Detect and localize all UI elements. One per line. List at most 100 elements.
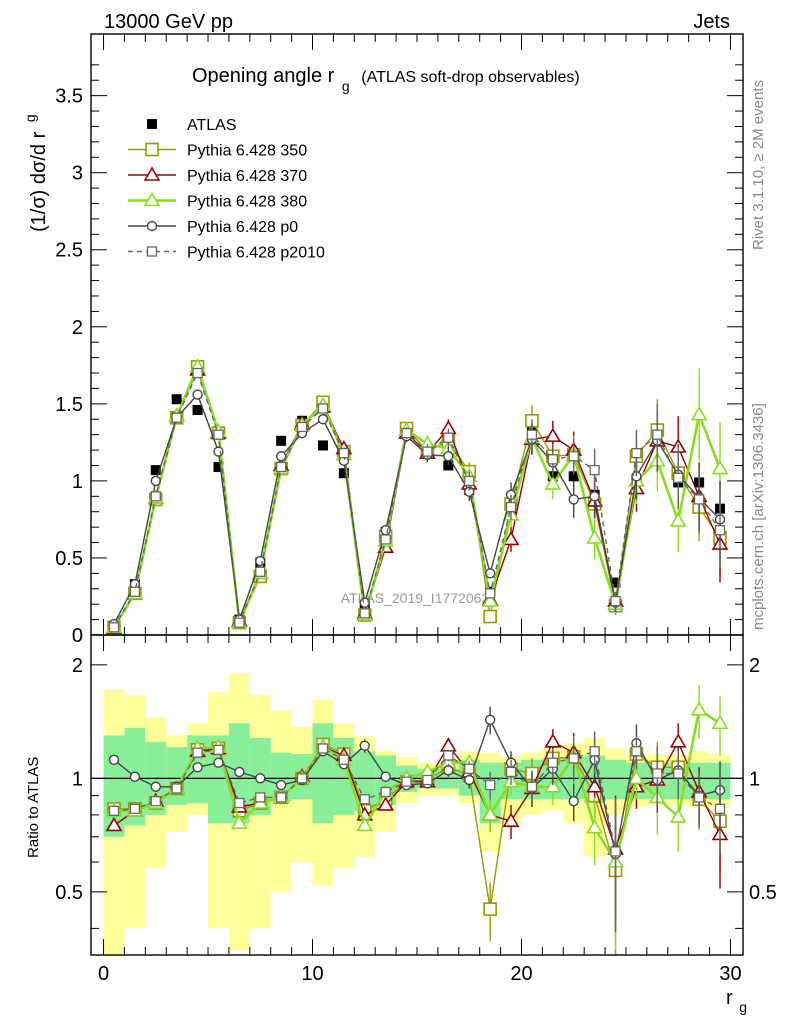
ratio-panel: 0.5 0.51 12 20 10 20 30 Ratio to ATLAS r g [25, 634, 777, 1015]
data-point [443, 432, 454, 443]
data-point [234, 617, 245, 628]
ratio-ylabel: Ratio to ATLAS [25, 757, 42, 858]
chart-title-suffix: (ATLAS soft-drop observables) [361, 69, 579, 86]
legend-label: Pythia 6.428 370 [187, 168, 307, 185]
ratio-axes: 0.5 0.51 12 20 10 20 30 [55, 634, 777, 985]
y-tick-label: 1.5 [55, 394, 83, 416]
data-point [150, 491, 161, 502]
legend-marker [143, 166, 161, 181]
data-point [484, 779, 496, 791]
data-point [150, 796, 161, 807]
data-point [359, 740, 370, 751]
data-point [481, 592, 499, 607]
legend-entry-p370: Pythia 6.428 370 [128, 166, 307, 185]
x-axis-label: r g [726, 987, 747, 1015]
watermark-label: ATLAS_2019_I1772062 [341, 590, 490, 606]
data-point [610, 595, 621, 607]
chart-title: Opening angle r g (ATLAS soft-drop obser… [192, 65, 580, 96]
data-point [213, 429, 224, 440]
data-point [422, 774, 433, 786]
data-point [443, 765, 454, 776]
ratio-y-tick-label-right: 1 [749, 768, 760, 790]
data-point [502, 530, 520, 546]
legend-marker [146, 220, 158, 232]
main-ylabel-text: (1/σ) dσ/d r [28, 131, 50, 232]
main-ylabel-sub: g [22, 114, 38, 122]
data-point [568, 753, 579, 764]
data-point [213, 446, 224, 457]
data-point [317, 414, 329, 425]
data-point [711, 714, 729, 730]
data-point [150, 475, 161, 487]
data-point [628, 769, 645, 785]
data-point [589, 464, 600, 476]
ratio-series-layer [105, 684, 729, 955]
data-point [568, 451, 579, 462]
data-point [568, 795, 579, 807]
data-point [526, 781, 538, 792]
data-point [192, 389, 203, 400]
ratio-y-tick-label: 0.5 [55, 882, 83, 904]
data-point [483, 902, 497, 916]
data-point [377, 796, 395, 811]
data-point [610, 577, 621, 588]
ratio-bands [91, 673, 743, 955]
data-point [547, 454, 558, 465]
data-point [568, 494, 579, 505]
data-point [105, 816, 123, 832]
data-point [443, 750, 454, 761]
data-point [150, 781, 161, 792]
data-point [586, 529, 604, 544]
data-point [276, 461, 287, 473]
ratio-y-tick-label: 2 [72, 655, 83, 677]
data-point [464, 774, 475, 786]
data-point [150, 465, 161, 476]
data-point [673, 472, 684, 483]
series-p2010-ratio [108, 731, 726, 933]
data-point [544, 427, 562, 443]
series-line [113, 364, 721, 628]
legend-marker [143, 191, 161, 207]
data-point [610, 846, 621, 857]
data-point [213, 757, 224, 768]
rivet-version-label: Rivet 3.1.10, ≥ 2M events [750, 80, 767, 250]
band-inner [208, 735, 229, 824]
data-point [669, 733, 687, 748]
data-point [275, 451, 287, 462]
data-point [568, 471, 579, 482]
data-point [502, 812, 520, 827]
chart-title-sub: g [342, 78, 350, 94]
data-point [356, 816, 374, 832]
main-ylabel: (1/σ) dσ/d r g [22, 114, 50, 232]
y-tick-label: 0.5 [55, 548, 83, 570]
band-inner [270, 752, 292, 802]
data-point [213, 462, 224, 473]
band-inner [605, 759, 626, 800]
data-point [401, 776, 412, 787]
ratio-y-tick-label: 1 [72, 768, 83, 790]
data-point [505, 501, 517, 513]
data-point [359, 794, 370, 805]
legend-label: ATLAS [187, 117, 237, 134]
header-energy-label: 13000 GeV pp [104, 11, 233, 33]
data-point [317, 743, 329, 754]
data-point [276, 435, 287, 446]
legend-label: Pythia 6.428 p2010 [187, 245, 325, 262]
data-point [669, 512, 687, 527]
ratio-y-tick-label-right: 2 [749, 655, 760, 677]
data-point [544, 475, 562, 490]
data-point [631, 448, 642, 459]
data-point [589, 746, 600, 757]
data-point [108, 754, 120, 765]
data-point [276, 792, 287, 803]
data-point [711, 459, 729, 475]
data-point [171, 394, 182, 405]
legend-entry-p2010: Pythia 6.428 p2010 [128, 245, 325, 262]
data-point [317, 403, 329, 414]
data-point [108, 622, 120, 633]
mcplots-label: mcplots.cern.ch [arXiv:1306.3436] [750, 403, 767, 630]
data-point [483, 609, 497, 624]
data-point [652, 768, 663, 779]
data-point [589, 491, 600, 502]
